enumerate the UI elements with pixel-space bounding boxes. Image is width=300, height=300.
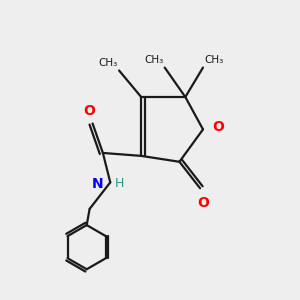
Text: N: N bbox=[91, 177, 103, 191]
Text: CH₃: CH₃ bbox=[98, 58, 118, 68]
Text: CH₃: CH₃ bbox=[205, 55, 224, 65]
Text: O: O bbox=[212, 120, 224, 134]
Text: O: O bbox=[197, 196, 209, 210]
Text: CH₃: CH₃ bbox=[144, 55, 163, 65]
Text: O: O bbox=[84, 104, 96, 118]
Text: H: H bbox=[115, 177, 124, 190]
